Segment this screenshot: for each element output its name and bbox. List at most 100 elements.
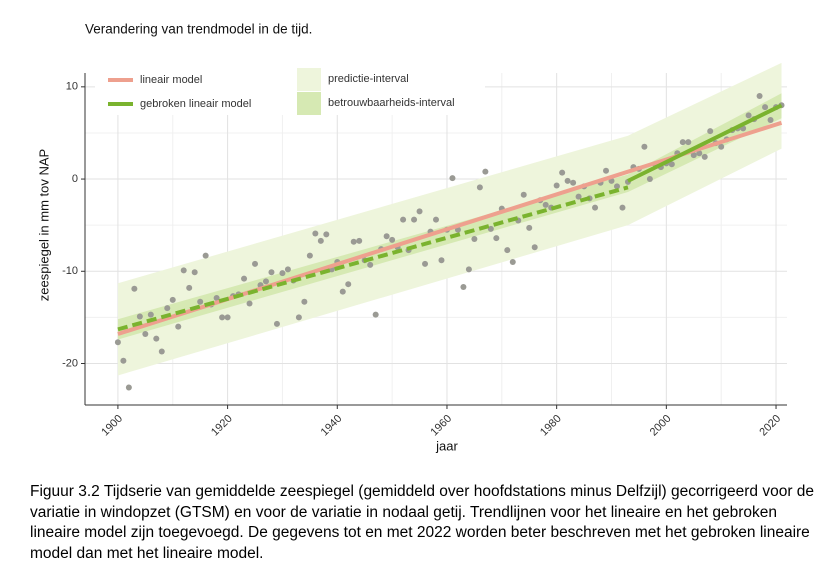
data-point [603,167,610,174]
data-point [641,143,648,150]
data-point [279,270,286,277]
data-point [487,225,494,232]
data-point [147,311,154,318]
data-point [312,230,319,237]
data-point [592,204,599,211]
data-point [756,93,763,100]
legend-label: predictie-interval [328,73,409,85]
interval-band [117,93,782,340]
data-point [202,252,209,259]
data-point [213,295,220,302]
data-point [575,193,582,200]
data-point [416,208,423,215]
legend-swatch [297,92,321,115]
chart-title: Verandering van trendmodel in de tijd. [85,22,312,37]
data-point [509,259,516,266]
caption: Figuur 3.2 Tijdserie van gemiddelde zees… [30,483,815,562]
data-point [553,182,560,189]
data-point [564,177,571,184]
data-point [197,298,204,305]
data-point [323,231,330,238]
data-point [219,314,226,321]
data-point [186,284,193,291]
data-point [701,153,708,160]
data-point [295,314,302,321]
data-point [339,288,346,295]
data-point [306,252,313,259]
data-point [241,275,248,282]
data-point [482,168,489,175]
trend-line [627,103,783,183]
data-point [383,233,390,240]
data-point [273,320,280,327]
data-point [493,235,500,242]
x-tick-label: 1920 [209,413,235,439]
data-point [120,357,127,364]
data-point [345,281,352,288]
data-point [268,269,275,276]
y-tick-label: -10 [62,265,78,277]
data-point [180,267,187,274]
data-point [668,161,675,168]
legend-label: gebroken lineair model [140,98,251,110]
data-point [125,384,132,391]
trend-line [117,185,629,332]
data-point [559,169,566,176]
data-point [246,300,253,307]
data-point [646,176,653,183]
x-axis-title: jaar [435,438,458,453]
data-point [449,175,456,182]
data-point [175,323,182,330]
data-point [465,266,472,273]
data-point [136,313,143,320]
data-point [262,278,269,285]
x-tick-label: 1940 [319,413,345,439]
data-point [542,201,549,208]
chart: Verandering van trendmodel in de tijd. j… [36,22,787,453]
data-point [762,104,769,111]
data-point [164,305,171,312]
legend-swatch [297,68,321,91]
data-point [131,285,138,292]
x-tick-label: 2020 [757,413,783,439]
legend-label: lineair model [140,74,202,86]
data-point [389,236,396,243]
data-point [570,179,577,186]
data-point [142,330,149,337]
data-point [696,150,703,157]
data-point [367,261,374,268]
data-point [400,216,407,223]
data-point [476,184,483,191]
legend-box [95,65,485,115]
data-point [158,348,165,355]
data-point [114,339,121,346]
data-point [531,244,538,251]
x-tick-label: 1960 [428,413,454,439]
data-point [301,298,308,305]
data-point [619,204,626,211]
y-axis-title: zeespiegel in mm tov NAP [36,149,51,301]
data-point [224,314,231,321]
legend-label: betrouwbaarheids-interval [328,97,455,109]
data-point [520,191,527,198]
y-tick-label: -20 [62,357,78,369]
data-point [350,238,357,245]
data-point [679,139,686,146]
data-point [718,143,725,150]
data-point [685,139,692,146]
data-point [372,311,379,318]
data-point [460,283,467,290]
data-point [707,128,714,135]
data-point [169,296,176,303]
data-point [433,216,439,223]
data-point [153,335,160,342]
data-point [411,216,418,223]
data-point [526,224,533,231]
data-point [284,266,291,273]
data-point [690,152,697,159]
data-point [317,237,324,244]
data-point [504,247,511,254]
y-tick-label: 0 [72,173,78,185]
x-tick-label: 1980 [538,413,564,439]
